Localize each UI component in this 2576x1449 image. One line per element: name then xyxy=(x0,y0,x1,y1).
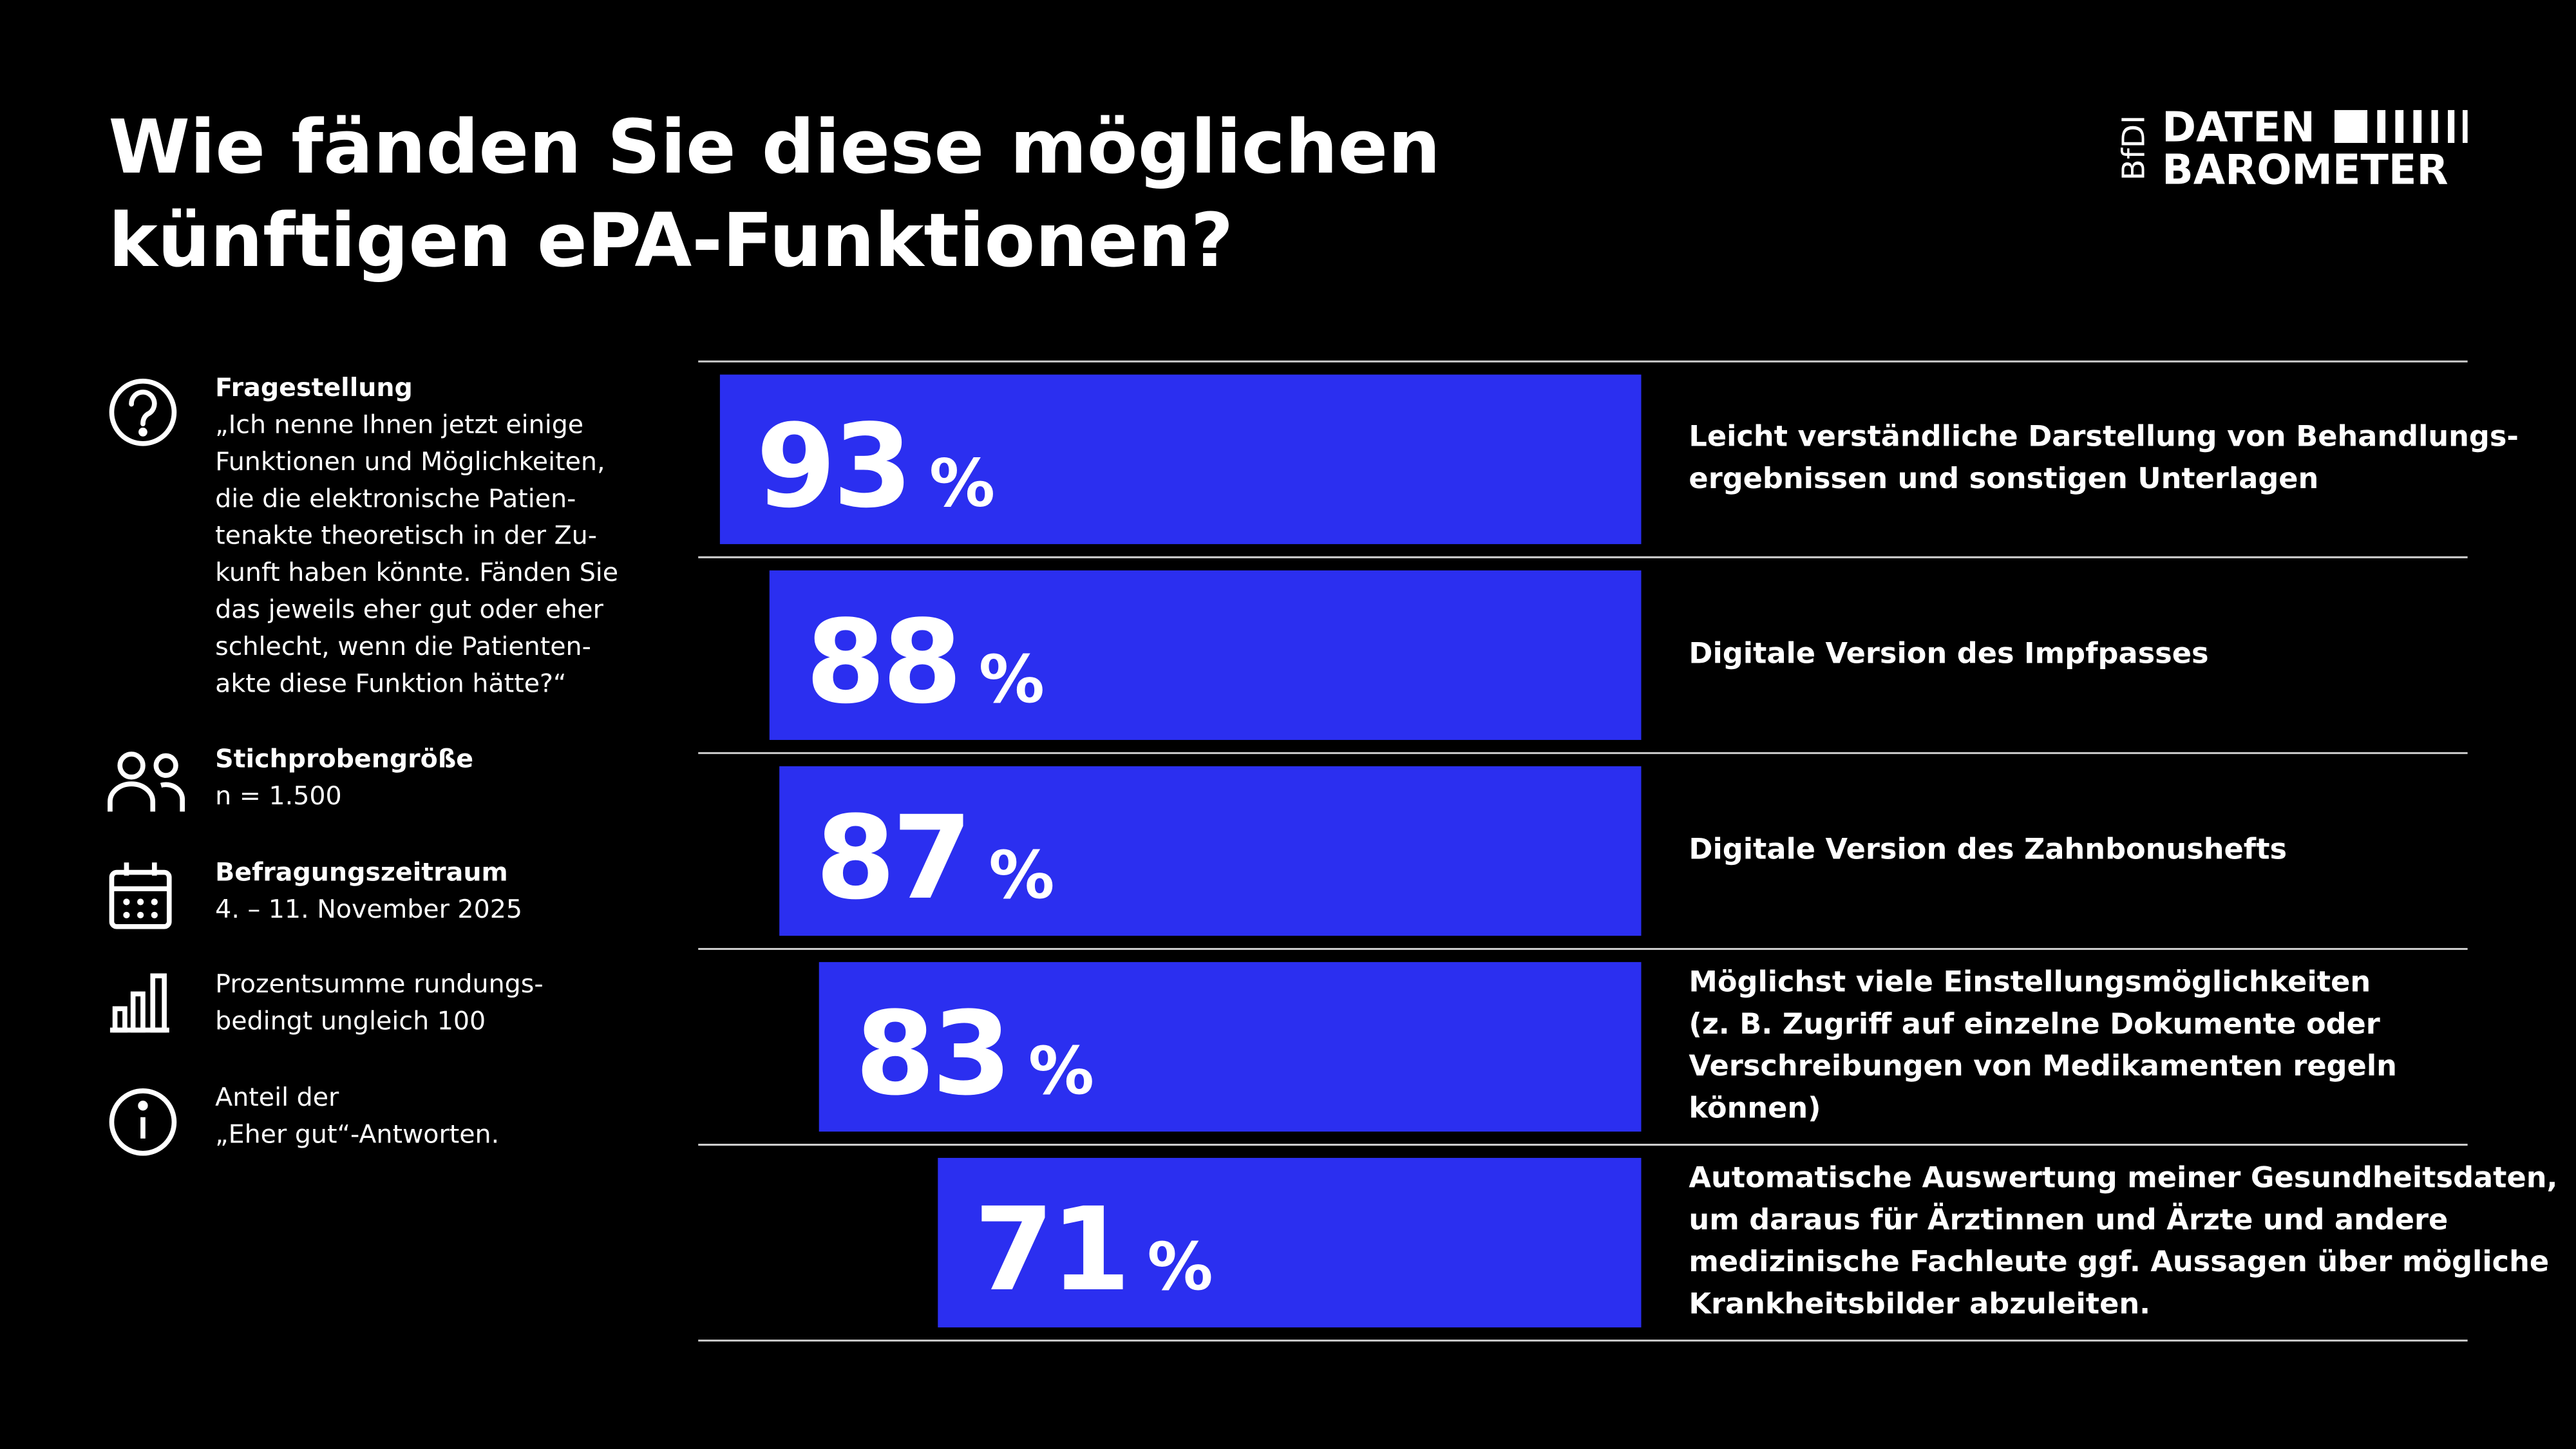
info-text: schlecht, wenn die Patienten- xyxy=(215,632,591,661)
bar xyxy=(769,570,1642,740)
info-label: Fragestellung xyxy=(215,373,413,402)
logo-text: DATEN xyxy=(2162,104,2315,151)
category-label: Krankheitsbilder abzuleiten. xyxy=(1689,1287,2150,1321)
info-label: Stichprobengröße xyxy=(215,744,473,774)
info-text: n = 1.500 xyxy=(215,781,341,811)
logo-bar xyxy=(2431,109,2438,143)
category-label: Digitale Version des Impfpasses xyxy=(1689,636,2208,670)
logo-bar xyxy=(2448,109,2455,143)
logo: BfDI DATEN BAROMETER xyxy=(2116,104,2468,194)
logo-bar xyxy=(2395,109,2404,143)
barchart-icon xyxy=(109,973,169,1033)
logo-text: BAROMETER xyxy=(2162,147,2448,194)
category-label: medizinische Fachleute ggf. Aussagen übe… xyxy=(1689,1245,2549,1278)
info-text: tenakte theoretisch in der Zu- xyxy=(215,521,597,551)
value-number: 87 xyxy=(815,791,969,925)
value-number: 88 xyxy=(806,596,959,730)
category-label: Leicht verständliche Darstellung von Beh… xyxy=(1689,420,2519,453)
question-icon xyxy=(109,379,177,446)
info-text: akte diese Funktion hätte?“ xyxy=(215,668,566,698)
logo-block xyxy=(2334,109,2368,143)
category-label: Automatische Auswertung meiner Gesundhei… xyxy=(1689,1161,2557,1195)
chart-title: künftigen ePA-Funktionen? xyxy=(108,198,1233,284)
value-unit: % xyxy=(1147,1229,1213,1305)
category-label: um daraus für Ärztinnen und Ärzte und an… xyxy=(1689,1202,2448,1236)
value-label: 87% xyxy=(815,791,1054,925)
info-icon xyxy=(109,1088,177,1156)
chart-title: Wie fänden Sie diese möglichen xyxy=(108,104,1440,191)
bar xyxy=(819,961,1642,1132)
bar xyxy=(779,766,1642,936)
value-unit: % xyxy=(929,446,995,522)
bar xyxy=(938,1157,1642,1328)
value-label: 71% xyxy=(974,1183,1213,1317)
category-label: Möglichst viele Einstellungsmöglichkeite… xyxy=(1689,965,2371,999)
info-text: „Eher gut“-Antworten. xyxy=(215,1120,499,1150)
info-text: 4. – 11. November 2025 xyxy=(215,895,522,924)
info-text: „Ich nenne Ihnen jetzt einige xyxy=(215,410,583,439)
category-label: (z. B. Zugriff auf einzelne Dokumente od… xyxy=(1689,1007,2380,1041)
people-icon xyxy=(108,752,185,812)
info-text: Anteil der xyxy=(215,1083,339,1112)
value-number: 71 xyxy=(974,1183,1127,1317)
value-label: 83% xyxy=(855,987,1094,1121)
value-unit: % xyxy=(1028,1033,1094,1110)
info-text: Prozentsumme rundungs- xyxy=(215,969,543,999)
info-label: Befragungszeitraum xyxy=(215,858,507,887)
value-unit: % xyxy=(979,641,1045,718)
info-text: kunft haben könnte. Fänden Sie xyxy=(215,558,618,587)
category-label: Verschreibungen von Medikamenten regeln xyxy=(1689,1049,2396,1083)
category-label: können) xyxy=(1689,1091,1821,1124)
info-text: die die elektronische Patien- xyxy=(215,484,576,513)
value-unit: % xyxy=(989,837,1054,914)
info-text: bedingt ungleich 100 xyxy=(215,1007,486,1036)
value-label: 93% xyxy=(756,400,995,534)
logo-bar xyxy=(2413,109,2422,143)
category-label: ergebnissen und sonstigen Unterlagen xyxy=(1689,462,2318,495)
icons xyxy=(108,379,185,1156)
value-label: 88% xyxy=(806,596,1045,730)
info-text: das jeweils eher gut oder eher xyxy=(215,594,603,624)
logo-bar xyxy=(2377,109,2386,143)
calendar-icon xyxy=(109,862,172,929)
info-text: Funktionen und Möglichkeiten, xyxy=(215,447,605,477)
logo-org: BfDI xyxy=(2116,115,2152,181)
value-number: 93 xyxy=(756,400,909,534)
category-label: Digitale Version des Zahnbonushefts xyxy=(1689,832,2287,866)
logo-bar xyxy=(2462,109,2468,143)
bar xyxy=(719,374,1642,544)
value-number: 83 xyxy=(855,987,1009,1121)
